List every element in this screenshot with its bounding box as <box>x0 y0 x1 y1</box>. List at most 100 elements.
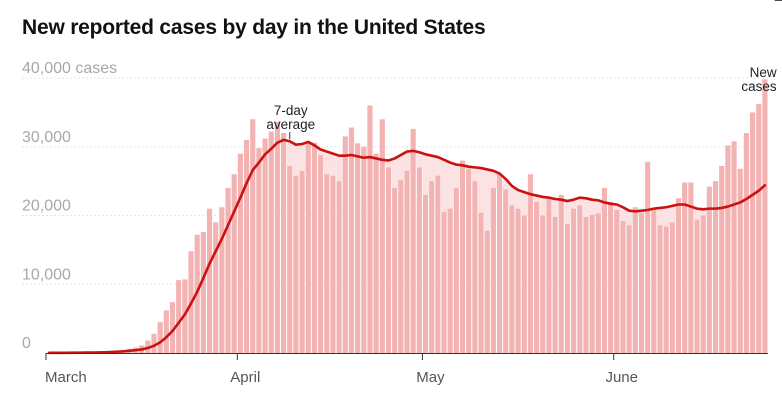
x-tick-label: March <box>45 369 87 386</box>
average-band-segment <box>693 208 701 220</box>
bar <box>429 181 435 353</box>
bar <box>657 225 663 353</box>
bar <box>577 205 583 353</box>
bar <box>651 208 657 353</box>
average-band-segment <box>317 149 324 155</box>
average-band-segment <box>663 207 670 227</box>
bar <box>213 222 219 353</box>
bar <box>675 198 682 353</box>
bar <box>589 214 595 353</box>
bar <box>490 188 496 353</box>
bar <box>503 189 509 353</box>
bar <box>700 215 706 353</box>
bar <box>256 148 262 353</box>
bar <box>336 181 342 353</box>
bar <box>219 207 225 353</box>
bar <box>614 210 620 353</box>
average-band-segment <box>471 167 479 182</box>
average-band-segment <box>539 196 547 216</box>
x-axis <box>45 353 768 360</box>
bar <box>626 225 632 353</box>
bar <box>280 133 287 353</box>
bar <box>243 139 250 353</box>
chart-title: New reported cases by day in the United … <box>22 16 486 39</box>
bar <box>546 198 552 353</box>
bar <box>293 175 299 353</box>
bar <box>151 333 157 353</box>
x-tick-label: May <box>416 369 445 386</box>
bar <box>206 208 213 353</box>
average-band-segment <box>700 209 707 216</box>
bar <box>274 122 280 353</box>
bar <box>762 79 768 353</box>
bar <box>571 208 577 353</box>
bar <box>361 146 367 353</box>
average-band-segment <box>440 159 448 213</box>
y-tick-label: 10,000 <box>22 266 71 283</box>
average-band-segment <box>576 197 584 206</box>
bar <box>472 181 478 353</box>
bar <box>379 119 385 353</box>
bar <box>521 215 527 353</box>
bar <box>231 174 237 353</box>
bar <box>176 280 182 353</box>
average-band-segment <box>521 192 528 216</box>
average-band-segment <box>434 157 442 176</box>
bar <box>385 167 392 353</box>
bar <box>645 161 651 353</box>
bar <box>743 133 749 353</box>
bar <box>558 194 564 353</box>
average-band-segment <box>582 198 590 217</box>
bar <box>237 153 243 353</box>
bar <box>157 322 163 353</box>
average-line-group <box>47 138 767 355</box>
average-band <box>286 141 707 231</box>
average-band-segment <box>453 164 460 188</box>
bar <box>373 153 379 353</box>
bar <box>515 208 521 353</box>
bar <box>422 194 429 353</box>
bar <box>311 142 318 353</box>
annotation-label-average: average <box>266 117 315 132</box>
average-band-segment <box>336 155 343 182</box>
average-band-segment <box>299 144 306 171</box>
bar <box>392 188 398 353</box>
bar <box>712 181 719 353</box>
average-band-segment <box>508 185 516 206</box>
bar <box>496 174 503 353</box>
bar <box>706 186 712 353</box>
average-band-segment <box>323 151 331 175</box>
average-band-segment <box>477 168 485 213</box>
bar <box>404 170 410 353</box>
bar <box>749 112 756 353</box>
average-band-segment <box>595 200 602 214</box>
bar <box>342 136 348 353</box>
bar <box>484 230 490 353</box>
average-band-segment <box>669 205 676 223</box>
average-band-segment <box>490 170 497 188</box>
average-band-segment <box>292 144 300 176</box>
annotation-label-average: 7-day <box>274 103 308 118</box>
average-band-segment <box>619 207 627 221</box>
bar <box>725 145 731 353</box>
bar <box>348 127 355 353</box>
average-band-segment <box>626 210 633 226</box>
average-band-segment <box>403 151 411 171</box>
bar <box>367 105 373 353</box>
bar <box>250 119 256 353</box>
bar <box>416 167 422 353</box>
average-band-segment <box>514 190 522 209</box>
average-band-segment <box>397 155 405 180</box>
bar <box>564 223 571 353</box>
bar <box>737 168 743 353</box>
y-tick-label: 40,000 cases <box>22 60 117 77</box>
bar <box>318 155 324 353</box>
bar <box>163 310 169 353</box>
bar <box>398 179 404 353</box>
y-tick-label: 30,000 <box>22 129 71 146</box>
bar <box>287 166 293 353</box>
bar <box>663 226 669 353</box>
bar <box>719 166 725 353</box>
